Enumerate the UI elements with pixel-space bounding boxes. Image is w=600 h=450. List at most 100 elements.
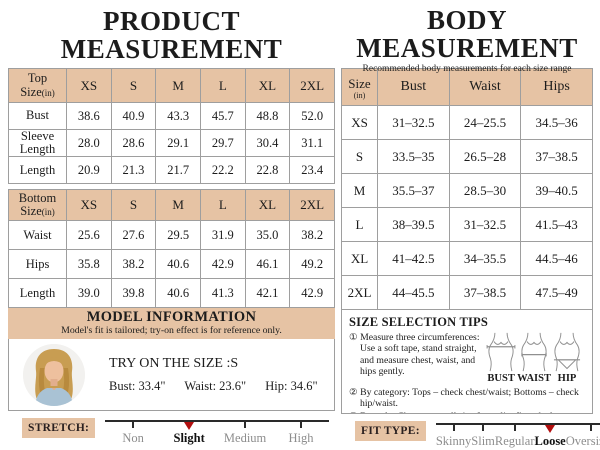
cell: 30.4 — [244, 128, 291, 158]
cell: 40.6 — [155, 278, 201, 309]
top-size-corner-header: Top Size(in) — [8, 68, 67, 103]
tip-2: ② By category: Tops – check chest/waist;… — [349, 387, 579, 410]
size-header: XL — [244, 189, 291, 222]
cell: 20.9 — [66, 156, 112, 185]
row-label: Bust — [8, 102, 67, 130]
cell: 41–42.5 — [377, 241, 450, 276]
cell: 31.1 — [289, 128, 335, 158]
cell: 39.8 — [110, 278, 157, 309]
table-row: S 33.5–35 26.5–28 37–38.5 — [341, 139, 593, 174]
cell: 35.0 — [244, 220, 291, 251]
stretch-option-high: High — [273, 422, 329, 446]
size-cell: XL — [341, 241, 378, 276]
cell: 23.4 — [289, 156, 335, 185]
row-label: Hips — [8, 249, 67, 280]
cell: 29.7 — [199, 128, 246, 158]
cell: 24–25.5 — [448, 105, 522, 140]
cell: 21.3 — [110, 156, 157, 185]
cell: 31–32.5 — [377, 105, 450, 140]
size-cell: XS — [341, 105, 378, 140]
size-cell: S — [341, 139, 378, 174]
cell: 21.7 — [155, 156, 201, 185]
size-header: M — [155, 189, 201, 222]
table-row: 2XL 44–45.5 37–38.5 47.5–49 — [341, 275, 593, 310]
cell: 29.1 — [155, 128, 201, 158]
cell: 37–38.5 — [448, 275, 522, 310]
bust-figure-label: BUST — [487, 373, 515, 384]
table-row: XL 41–42.5 34–35.5 44.5–46 — [341, 241, 593, 276]
fit-option-loose-active: Loose — [534, 425, 566, 449]
size-selection-tips-panel: SIZE SELECTION TIPS ① Measure three circ… — [341, 310, 593, 414]
tick-mark — [482, 425, 485, 431]
size-header: XS — [66, 68, 112, 103]
model-measurements: Bust: 33.4" Waist: 23.6" Hip: 34.6" — [109, 379, 334, 394]
stretch-scale: Non Slight Medium High — [105, 420, 329, 446]
table-row: Length 39.0 39.8 40.6 41.3 42.1 42.9 — [8, 278, 335, 309]
cell: 31.9 — [199, 220, 246, 251]
try-on-size-text: TRY ON THE SIZE :S — [109, 355, 239, 371]
cell: 35.8 — [66, 249, 112, 280]
body-measurement-subtitle: Recommended body measurements for each s… — [362, 63, 572, 74]
table-row: M 35.5–37 28.5–30 39–40.5 — [341, 173, 593, 208]
model-avatar-image — [23, 343, 85, 406]
cell: 34–35.5 — [448, 241, 522, 276]
size-cell: L — [341, 207, 378, 242]
hip-figure-label: HIP — [557, 373, 577, 384]
model-try-on-panel: TRY ON THE SIZE :S Bust: 33.4" Waist: 23… — [8, 339, 335, 412]
cell: 41.3 — [199, 278, 246, 309]
table-row: Sleeve Length 28.0 28.6 29.1 29.7 30.4 3… — [8, 128, 335, 158]
row-label: Length — [8, 156, 67, 185]
fit-type-scale-row: FIT TYPE: Skinny Slim Regular Loose Over… — [341, 421, 600, 449]
product-measurement-title: PRODUCT MEASUREMENT — [60, 6, 283, 65]
cell: 42.9 — [199, 249, 246, 280]
table-row: Length 20.9 21.3 21.7 22.2 22.8 23.4 — [8, 156, 335, 185]
cell: 33.5–35 — [377, 139, 450, 174]
cell: 28.6 — [110, 128, 157, 158]
size-header: M — [155, 68, 201, 103]
size-cell: 2XL — [341, 275, 378, 310]
cell: 35.5–37 — [377, 173, 450, 208]
fit-option-regular: Regular — [495, 425, 534, 449]
stretch-scale-row: STRETCH: Non Slight Medium High — [8, 418, 335, 446]
size-cell: M — [341, 173, 378, 208]
fit-option-oversized: Oversized — [566, 425, 600, 449]
cell: 26.5–28 — [448, 139, 522, 174]
waist-figure-label: WAIST — [517, 373, 551, 384]
cell: 52.0 — [289, 102, 335, 130]
table-row: Hips 35.8 38.2 40.6 42.9 46.1 49.2 — [8, 249, 335, 280]
cell: 22.2 — [199, 156, 246, 185]
cell: 40.6 — [155, 249, 201, 280]
model-information-header: MODEL INFORMATION Model's fit is tailore… — [8, 308, 335, 340]
cell: 38.2 — [110, 249, 157, 280]
cell: 39.0 — [66, 278, 112, 309]
tip-1: ① Measure three circumferences: Use a so… — [349, 332, 480, 378]
cell: 44–45.5 — [377, 275, 450, 310]
table-row: Bust 38.6 40.9 43.3 45.7 48.8 52.0 — [8, 102, 335, 130]
cell: 22.8 — [244, 156, 291, 185]
bottom-size-table: Bottom Size(in) XS S M L XL 2XL Waist 25… — [8, 189, 335, 309]
tick-mark — [300, 422, 303, 429]
tips-title: SIZE SELECTION TIPS — [349, 315, 489, 329]
bust-figure-icon — [486, 332, 516, 372]
cell: 39–40.5 — [520, 173, 593, 208]
body-measurement-section: BODY MEASUREMENT Recommended body measur… — [341, 0, 600, 449]
tick-mark — [132, 422, 135, 429]
cell: 34.5–36 — [520, 105, 593, 140]
cell: 42.9 — [289, 278, 335, 309]
model-avatar — [23, 343, 85, 406]
tip-3: ③ By style: Choose a small size for a sl… — [349, 411, 585, 413]
cell: 38.6 — [66, 102, 112, 130]
model-information-title: MODEL INFORMATION — [86, 309, 257, 326]
fit-type-label: FIT TYPE: — [355, 421, 426, 441]
model-hip: Hip: 34.6" — [265, 378, 318, 393]
cell: 44.5–46 — [520, 241, 593, 276]
cell: 43.3 — [155, 102, 201, 130]
size-header: XS — [66, 189, 112, 222]
tick-mark — [452, 425, 455, 431]
model-bust: Bust: 33.4" — [109, 378, 166, 393]
body-size-table: Size (in) Bust Waist Hips XS 31–32.5 24–… — [341, 68, 593, 310]
cell: 28.5–30 — [448, 173, 522, 208]
stretch-option-medium: Medium — [217, 422, 273, 446]
cell: 31–32.5 — [448, 207, 522, 242]
body-size-corner-header: Size (in) — [341, 68, 378, 106]
